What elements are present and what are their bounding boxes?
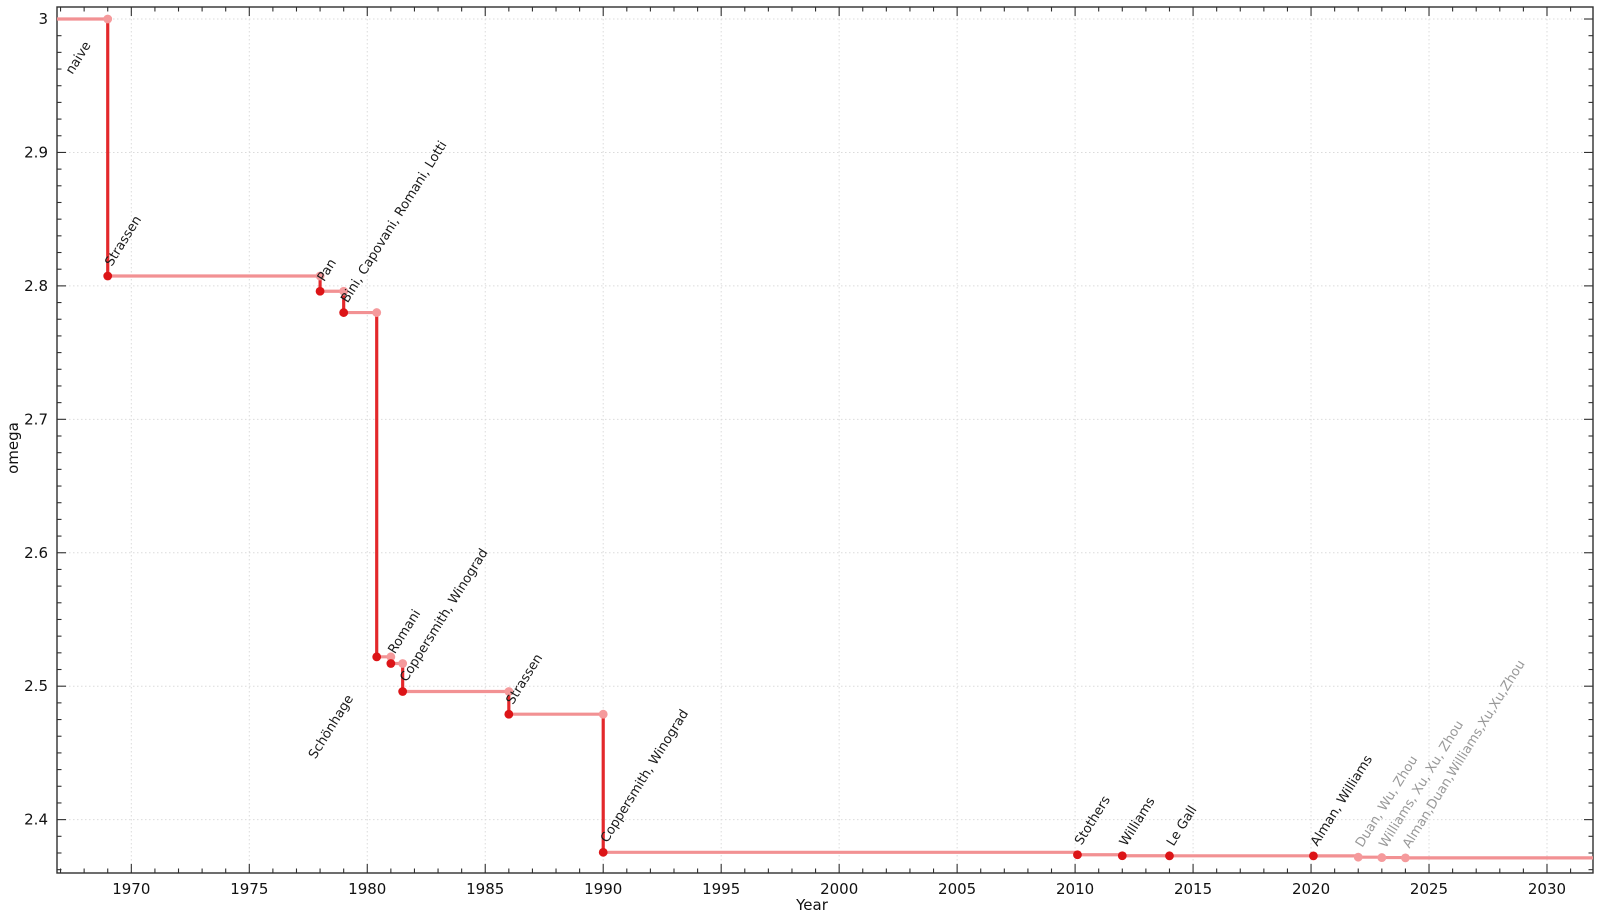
event-label: Le Gall [1164, 803, 1200, 849]
event-dot [1401, 853, 1410, 863]
corner-dot [386, 652, 396, 662]
y-tick-label: 2.8 [24, 277, 48, 295]
corner-dot [103, 14, 113, 24]
event-dot [1165, 851, 1174, 861]
plot-frame [56, 6, 1594, 874]
event-label: Schönhage [306, 692, 357, 761]
x-tick-label: 1980 [348, 880, 386, 898]
corner-dot [372, 308, 382, 317]
x-tick-label: 2025 [1410, 880, 1448, 898]
corner-dot [339, 286, 349, 296]
event-label: Stothers [1072, 793, 1114, 848]
event-dot [1353, 852, 1363, 862]
event-label: Strassen [504, 652, 547, 708]
corner-dot [598, 709, 608, 719]
y-tick-label: 2.7 [24, 410, 48, 428]
x-tick-label: 2005 [938, 880, 976, 898]
event-dot [1377, 853, 1387, 862]
x-tick-label: 1975 [230, 880, 268, 898]
event-dot [315, 286, 325, 296]
event-dot [1309, 851, 1318, 861]
x-tick-label: 1995 [702, 880, 740, 898]
x-tick-label: 2010 [1056, 880, 1094, 898]
x-axis-title: Year [796, 896, 828, 914]
y-tick-label: 2.5 [24, 677, 48, 695]
event-dot [398, 687, 408, 696]
event-dot [598, 847, 608, 857]
corner-dot [504, 687, 514, 696]
x-tick-label: 2015 [1174, 880, 1212, 898]
y-tick-label: 2.6 [24, 544, 48, 562]
event-dot [1117, 851, 1127, 861]
y-tick-label: 2.4 [24, 811, 48, 829]
corner-dot [315, 271, 325, 281]
event-label: Williams [1117, 795, 1159, 849]
event-dot [386, 659, 396, 668]
y-tick-label: 2.9 [24, 143, 48, 161]
x-tick-label: 2000 [820, 880, 858, 898]
event-dot [103, 271, 113, 281]
y-axis-title: omega [4, 422, 22, 474]
x-tick-label: 2030 [1528, 880, 1566, 898]
x-tick-label: 1990 [584, 880, 622, 898]
event-dot [339, 308, 349, 317]
x-tick-label: 2020 [1292, 880, 1330, 898]
event-label: Bini, Capovani, Romani, Lotti [338, 139, 450, 306]
event-label: naive [63, 39, 95, 77]
event-label: Coppersmith, Winograd [598, 707, 692, 845]
event-label: Alman,Duan,Williams,Xu,Xu,Zhou [1400, 658, 1529, 851]
y-tick-label: 3 [38, 10, 48, 28]
event-dot [372, 652, 382, 662]
event-dot [504, 709, 514, 719]
x-tick-label: 1985 [466, 880, 504, 898]
x-tick-label: 1970 [112, 880, 150, 898]
corner-dot [398, 659, 408, 668]
step-line [57, 17, 1593, 860]
event-dot [1073, 850, 1082, 860]
